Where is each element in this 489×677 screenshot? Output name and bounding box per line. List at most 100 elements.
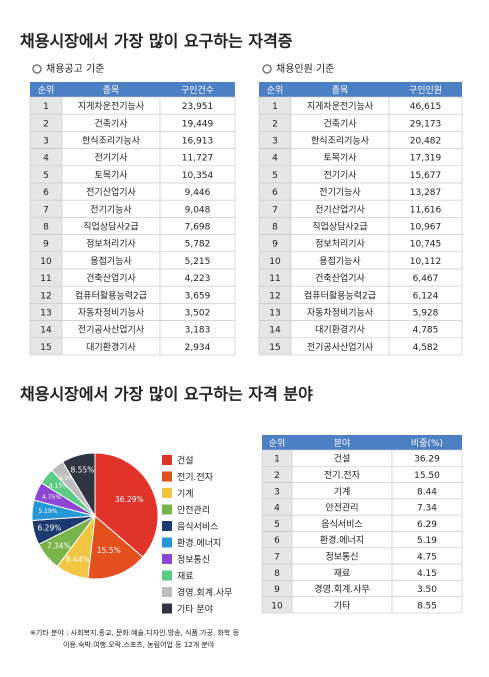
header-cell: 종목 xyxy=(103,85,120,96)
cell-text: 13 xyxy=(40,309,51,319)
cell-text: 9 xyxy=(274,585,280,595)
legend-swatch xyxy=(162,554,172,564)
cell-text: 안전관리 xyxy=(325,503,358,514)
header-cell: 종목 xyxy=(332,85,349,96)
cell-text: 전기기능사 xyxy=(90,204,132,215)
legend-swatch xyxy=(162,521,172,531)
cell-text: 건축산업기사 xyxy=(86,273,136,284)
cell-text: 건설 xyxy=(334,454,351,465)
cell-text: 12 xyxy=(269,291,280,301)
legend-swatch xyxy=(162,504,172,515)
cell-text: 기타 xyxy=(334,600,351,611)
cell-text: 직업상담사2급 xyxy=(83,221,138,233)
cell-text: 20,482 xyxy=(410,137,442,147)
cell xyxy=(388,337,463,356)
legend-label: 음식서비스 xyxy=(177,522,218,533)
pie-slice xyxy=(94,452,159,558)
cell-text: 7.34 xyxy=(417,504,437,514)
cell-text: 정보처리기사 xyxy=(315,238,365,250)
header-cell: 순위 xyxy=(38,85,55,96)
cell-text: 6 xyxy=(272,188,278,198)
cell-text: 14 xyxy=(40,326,52,336)
cell-text: 4 xyxy=(43,154,49,164)
cell-text: 기계 xyxy=(334,485,351,497)
cell-text: 15.50 xyxy=(414,471,440,481)
cell-text: 2,934 xyxy=(185,343,211,353)
bullet xyxy=(262,64,272,74)
cell-text: 46,615 xyxy=(410,102,442,112)
cell-text: 직업상담사2급 xyxy=(312,221,367,233)
cell-text: 전기.전자 xyxy=(324,470,361,481)
legend-label: 기타 분야 xyxy=(177,604,213,615)
cell-text: 1 xyxy=(272,102,278,112)
cell-text: 8 xyxy=(274,569,280,579)
legend-swatch xyxy=(162,587,172,597)
cell-text: 7 xyxy=(43,205,49,215)
cell xyxy=(159,337,236,356)
slice-label: 6.29% xyxy=(38,524,62,533)
cell-text: 8 xyxy=(43,223,49,233)
cell-text: 9,446 xyxy=(185,188,211,198)
cell-text: 10 xyxy=(40,257,52,267)
slice-label: 8.44% xyxy=(66,555,90,564)
cell xyxy=(391,596,463,614)
slice-label: 7.34% xyxy=(47,541,71,550)
slice-label: 3.5% xyxy=(59,475,75,482)
cell-text: 전기산업기사 xyxy=(86,187,136,198)
cell-text: 정보처리기사 xyxy=(86,238,136,250)
table-header xyxy=(262,435,462,450)
cell-text: 23,951 xyxy=(182,102,214,112)
slice-label: 4.15% xyxy=(49,483,68,490)
caption: 채용인원 기준 xyxy=(276,63,334,75)
cell-text: 용접기능사 xyxy=(90,255,132,267)
cell-text: 한식조리기능사 xyxy=(82,136,141,147)
legend-label: 안전관리 xyxy=(177,505,210,516)
slice-label: 15.5% xyxy=(97,546,121,555)
cell-text: 전기기사 xyxy=(323,170,357,181)
cell-text: 2 xyxy=(274,471,280,481)
cell-text: 대기환경기사 xyxy=(315,324,365,336)
header-cell: 순위 xyxy=(267,85,284,96)
bullet xyxy=(32,64,42,74)
cell-text: 4.75 xyxy=(417,552,437,562)
cell-text: 11 xyxy=(40,274,51,284)
legend-label: 정보통신 xyxy=(177,555,210,566)
header-cell: 비중(%) xyxy=(411,438,443,449)
legend-swatch xyxy=(162,455,172,465)
cell-text: 1 xyxy=(274,455,280,465)
legend-label: 재료 xyxy=(177,571,194,582)
header-cell: 구인건수 xyxy=(181,85,214,96)
cell-text: 15 xyxy=(269,343,280,353)
cell-text: 용접기능사 xyxy=(319,255,361,267)
cell-text: 6 xyxy=(274,536,280,546)
cell-text: 3,659 xyxy=(185,291,211,301)
cell-text: 10 xyxy=(271,601,283,611)
cell-text: 1 xyxy=(43,102,49,112)
cell-text: 한식조리기능사 xyxy=(311,136,370,147)
cell-text: 5 xyxy=(274,520,280,530)
cell-text: 10,745 xyxy=(410,240,442,250)
cell-text: 토목기사 xyxy=(94,170,128,181)
cell-text: 36.29 xyxy=(414,455,440,465)
legend-swatch xyxy=(162,488,172,498)
cell-text: 10,112 xyxy=(410,257,442,267)
legend-label: 경영.회계.사무 xyxy=(177,587,232,599)
cell-text: 19,449 xyxy=(182,119,214,129)
slice-label: 4.75% xyxy=(42,494,61,501)
cell-text: 재료 xyxy=(334,568,351,579)
cell-text: 8.55 xyxy=(417,601,437,611)
cell-text: 5 xyxy=(272,171,278,181)
cell-text: 자동차정비기능사 xyxy=(307,307,374,319)
cell-text: 11,727 xyxy=(182,154,214,164)
cell-text: 5,215 xyxy=(185,257,211,267)
cell-text: 3 xyxy=(272,137,278,147)
cell-text: 토목기사 xyxy=(323,153,357,164)
cell-text: 3 xyxy=(274,487,280,497)
legend-swatch xyxy=(162,537,172,548)
cell-text: 15 xyxy=(40,343,51,353)
cell-text: 3.50 xyxy=(417,585,437,595)
legend-swatch xyxy=(162,471,172,482)
footnote: ※기타 분야 : 사회복지.종교, 문화.예술.디자인.방송, 식품.가공, 화… xyxy=(30,628,240,637)
cell-text: 지게차운전기능사 xyxy=(78,100,145,112)
